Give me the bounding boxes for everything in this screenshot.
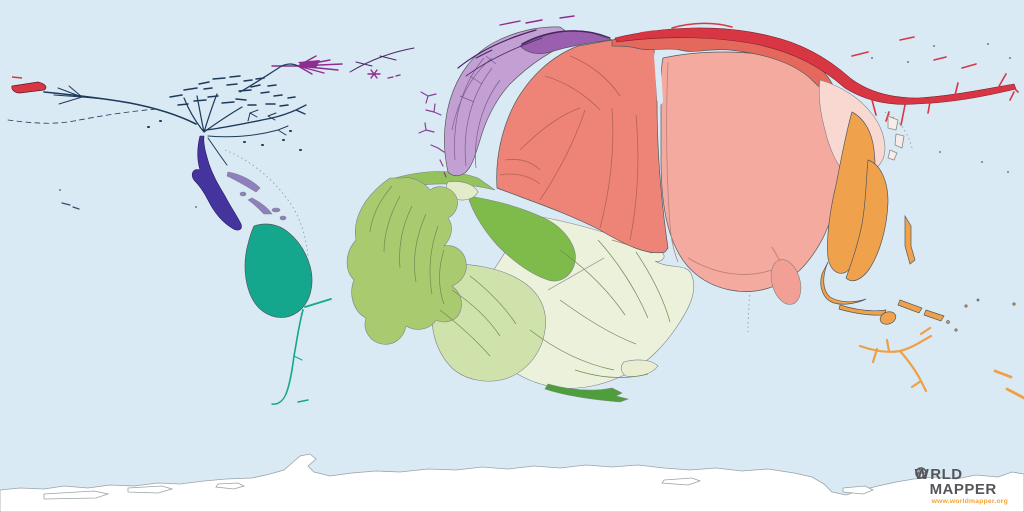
europe-strands — [349, 29, 611, 77]
south-asia-borders — [499, 55, 639, 241]
caspian-gap — [654, 49, 663, 105]
logo-line2: MAPPER — [929, 481, 997, 499]
antarctica — [0, 453, 1024, 512]
region-caribbean — [226, 171, 287, 221]
south-america-tail — [271, 298, 332, 405]
region-africa-south-sliver — [544, 383, 630, 403]
region-oceania — [858, 326, 1024, 400]
chukotka-dash — [11, 76, 23, 79]
worldmapper-logo: W RLD MAPPER www.worldmapper.org — [915, 467, 1008, 506]
antarctic-island — [842, 485, 874, 495]
region-russia-chukotka — [11, 81, 47, 94]
logo-line1: W RLD — [915, 467, 1008, 482]
logo-url: www.worldmapper.org — [931, 498, 1008, 506]
russia-twigs — [639, 22, 1019, 126]
antarctic-island — [215, 482, 246, 490]
region-africa-nile — [467, 195, 576, 282]
ocean-specks — [59, 43, 1011, 208]
americas — [7, 63, 332, 405]
region-south-asia — [496, 39, 669, 254]
antarctic-island — [661, 477, 702, 486]
region-central-america — [191, 135, 242, 231]
region-southeast-asia — [820, 111, 1016, 332]
antarctic-island — [127, 485, 174, 494]
asia — [11, 22, 1024, 400]
region-africa-west — [346, 177, 467, 345]
greenland-core — [298, 60, 320, 68]
region-antarctica — [0, 453, 1024, 512]
region-korea — [887, 115, 905, 161]
region-uk-twigs — [418, 91, 447, 178]
logo-word1-end: RLD — [930, 466, 963, 484]
region-south-america — [244, 223, 313, 318]
region-north-america-skeleton — [7, 63, 307, 210]
europe — [271, 15, 613, 178]
island-oval-link — [771, 246, 781, 262]
africa — [346, 171, 695, 403]
antarctic-island — [43, 490, 110, 500]
